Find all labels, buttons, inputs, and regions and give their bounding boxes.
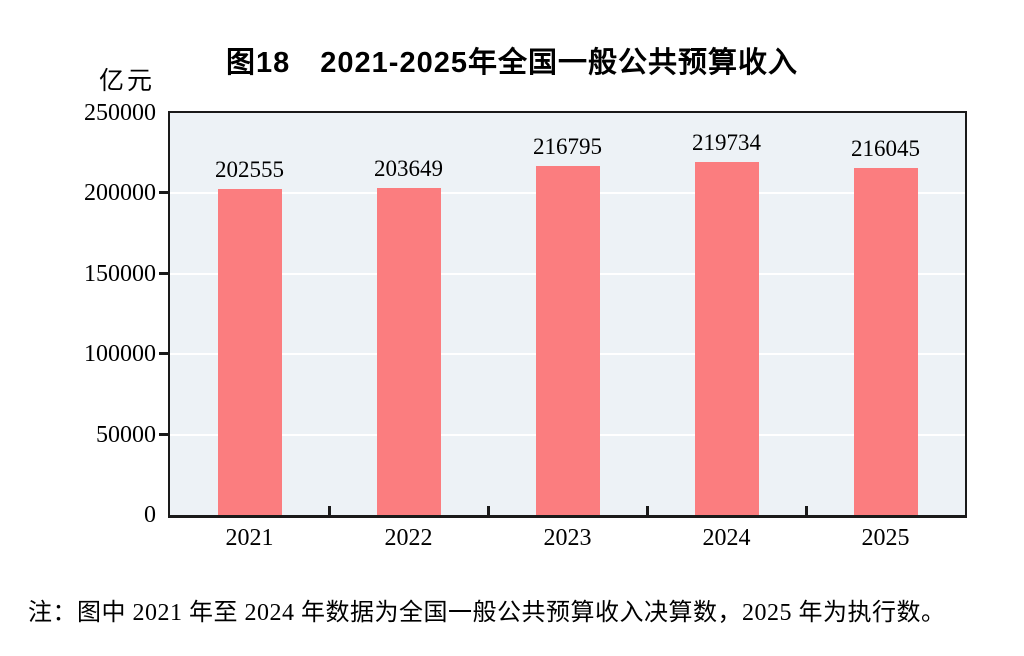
bar-value-label: 216795: [533, 134, 602, 160]
bar-value-label: 219734: [692, 129, 761, 155]
x-axis-tick-mark: [645, 506, 649, 515]
x-axis-category-label: 2023: [543, 525, 592, 551]
bar-2023: [535, 166, 600, 515]
plot-area: 202555 203649 216795 219734 216045: [168, 111, 967, 518]
bar-2024: [694, 161, 759, 515]
x-axis-tick-mark: [804, 506, 808, 515]
y-axis-tick-label: 50000: [96, 421, 156, 448]
y-axis-tick-mark: [159, 352, 168, 356]
footnote: 注：图中 2021 年至 2024 年数据为全国一般公共预算收入决算数，2025…: [28, 600, 946, 626]
y-axis-tick-label: 150000: [84, 260, 156, 287]
x-axis-category-label: 2024: [702, 525, 751, 551]
x-axis-category-label: 2025: [861, 525, 910, 551]
x-axis-tick-mark: [327, 506, 331, 515]
chart-title: 图18 2021-2025年全国一般公共预算收入: [226, 47, 798, 79]
x-axis-category-label: 2021: [225, 525, 274, 551]
y-axis-tick-label: 200000: [84, 180, 156, 207]
x-axis-tick-mark: [486, 506, 490, 515]
bar-2021: [217, 189, 282, 515]
y-axis-unit-label: 亿元: [99, 68, 156, 95]
y-axis-tick-label: 0: [144, 502, 156, 528]
y-axis-tick-label: 100000: [84, 341, 156, 368]
bar-value-label: 203649: [374, 155, 443, 181]
bar-value-label: 202555: [215, 157, 284, 183]
x-axis-category-label: 2022: [384, 525, 433, 551]
y-axis-tick-mark: [159, 271, 168, 275]
bar-value-label: 216045: [851, 135, 920, 161]
bar-2022: [376, 187, 441, 515]
y-axis-tick-label: 250000: [84, 100, 156, 126]
y-axis-tick-mark: [159, 432, 168, 436]
bar-2025: [853, 167, 918, 515]
y-axis-tick-mark: [159, 191, 168, 195]
